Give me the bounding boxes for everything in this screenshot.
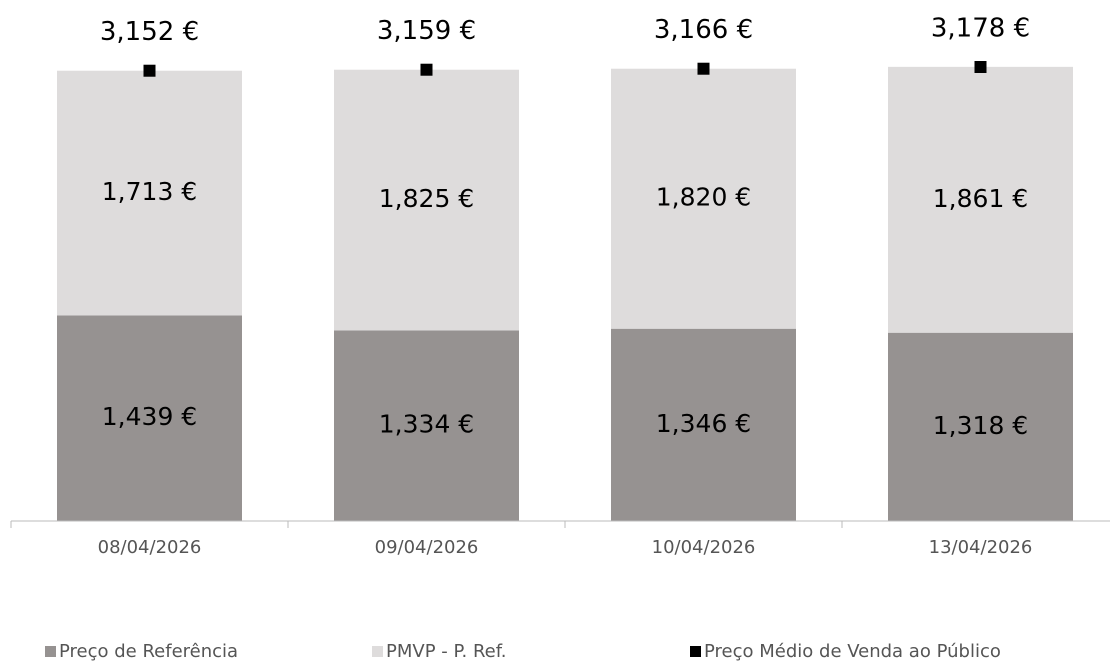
x-tick-label: 08/04/2026 <box>98 537 202 558</box>
marker <box>420 63 433 76</box>
marker <box>974 61 987 73</box>
bar-segment <box>888 332 1073 521</box>
bar-segment <box>334 69 519 331</box>
bar-segment <box>57 70 242 316</box>
bar-segment <box>334 330 519 521</box>
x-tick-label: 09/04/2026 <box>375 537 479 558</box>
marker <box>143 64 156 77</box>
segment-label: 1,346 € <box>656 409 751 438</box>
segment-label: 1,318 € <box>933 411 1028 440</box>
total-label: 3,166 € <box>654 15 753 45</box>
legend-label: Preço de Referência <box>59 641 238 662</box>
legend-swatch <box>372 646 383 657</box>
total-label: 3,152 € <box>100 17 199 47</box>
bar-segment <box>888 66 1073 333</box>
bar-segment <box>611 68 796 329</box>
segment-label: 1,334 € <box>379 410 474 439</box>
legend-swatch <box>690 646 701 657</box>
x-tick-label: 10/04/2026 <box>652 537 756 558</box>
marker <box>697 62 710 75</box>
total-label: 3,159 € <box>377 16 476 46</box>
segment-label: 1,861 € <box>933 184 1028 213</box>
x-tick-label: 13/04/2026 <box>929 537 1033 558</box>
legend-swatch <box>45 646 56 657</box>
legend-label: Preço Médio de Venda ao Público <box>704 641 1001 662</box>
legend-label: PMVP - P. Ref. <box>386 641 507 662</box>
bar-segment <box>611 328 796 521</box>
segment-label: 1,439 € <box>102 402 197 431</box>
segment-label: 1,713 € <box>102 177 197 206</box>
total-label: 3,178 € <box>931 14 1030 44</box>
bar-segment <box>57 315 242 521</box>
segment-label: 1,820 € <box>656 183 751 212</box>
segment-label: 1,825 € <box>379 184 474 213</box>
